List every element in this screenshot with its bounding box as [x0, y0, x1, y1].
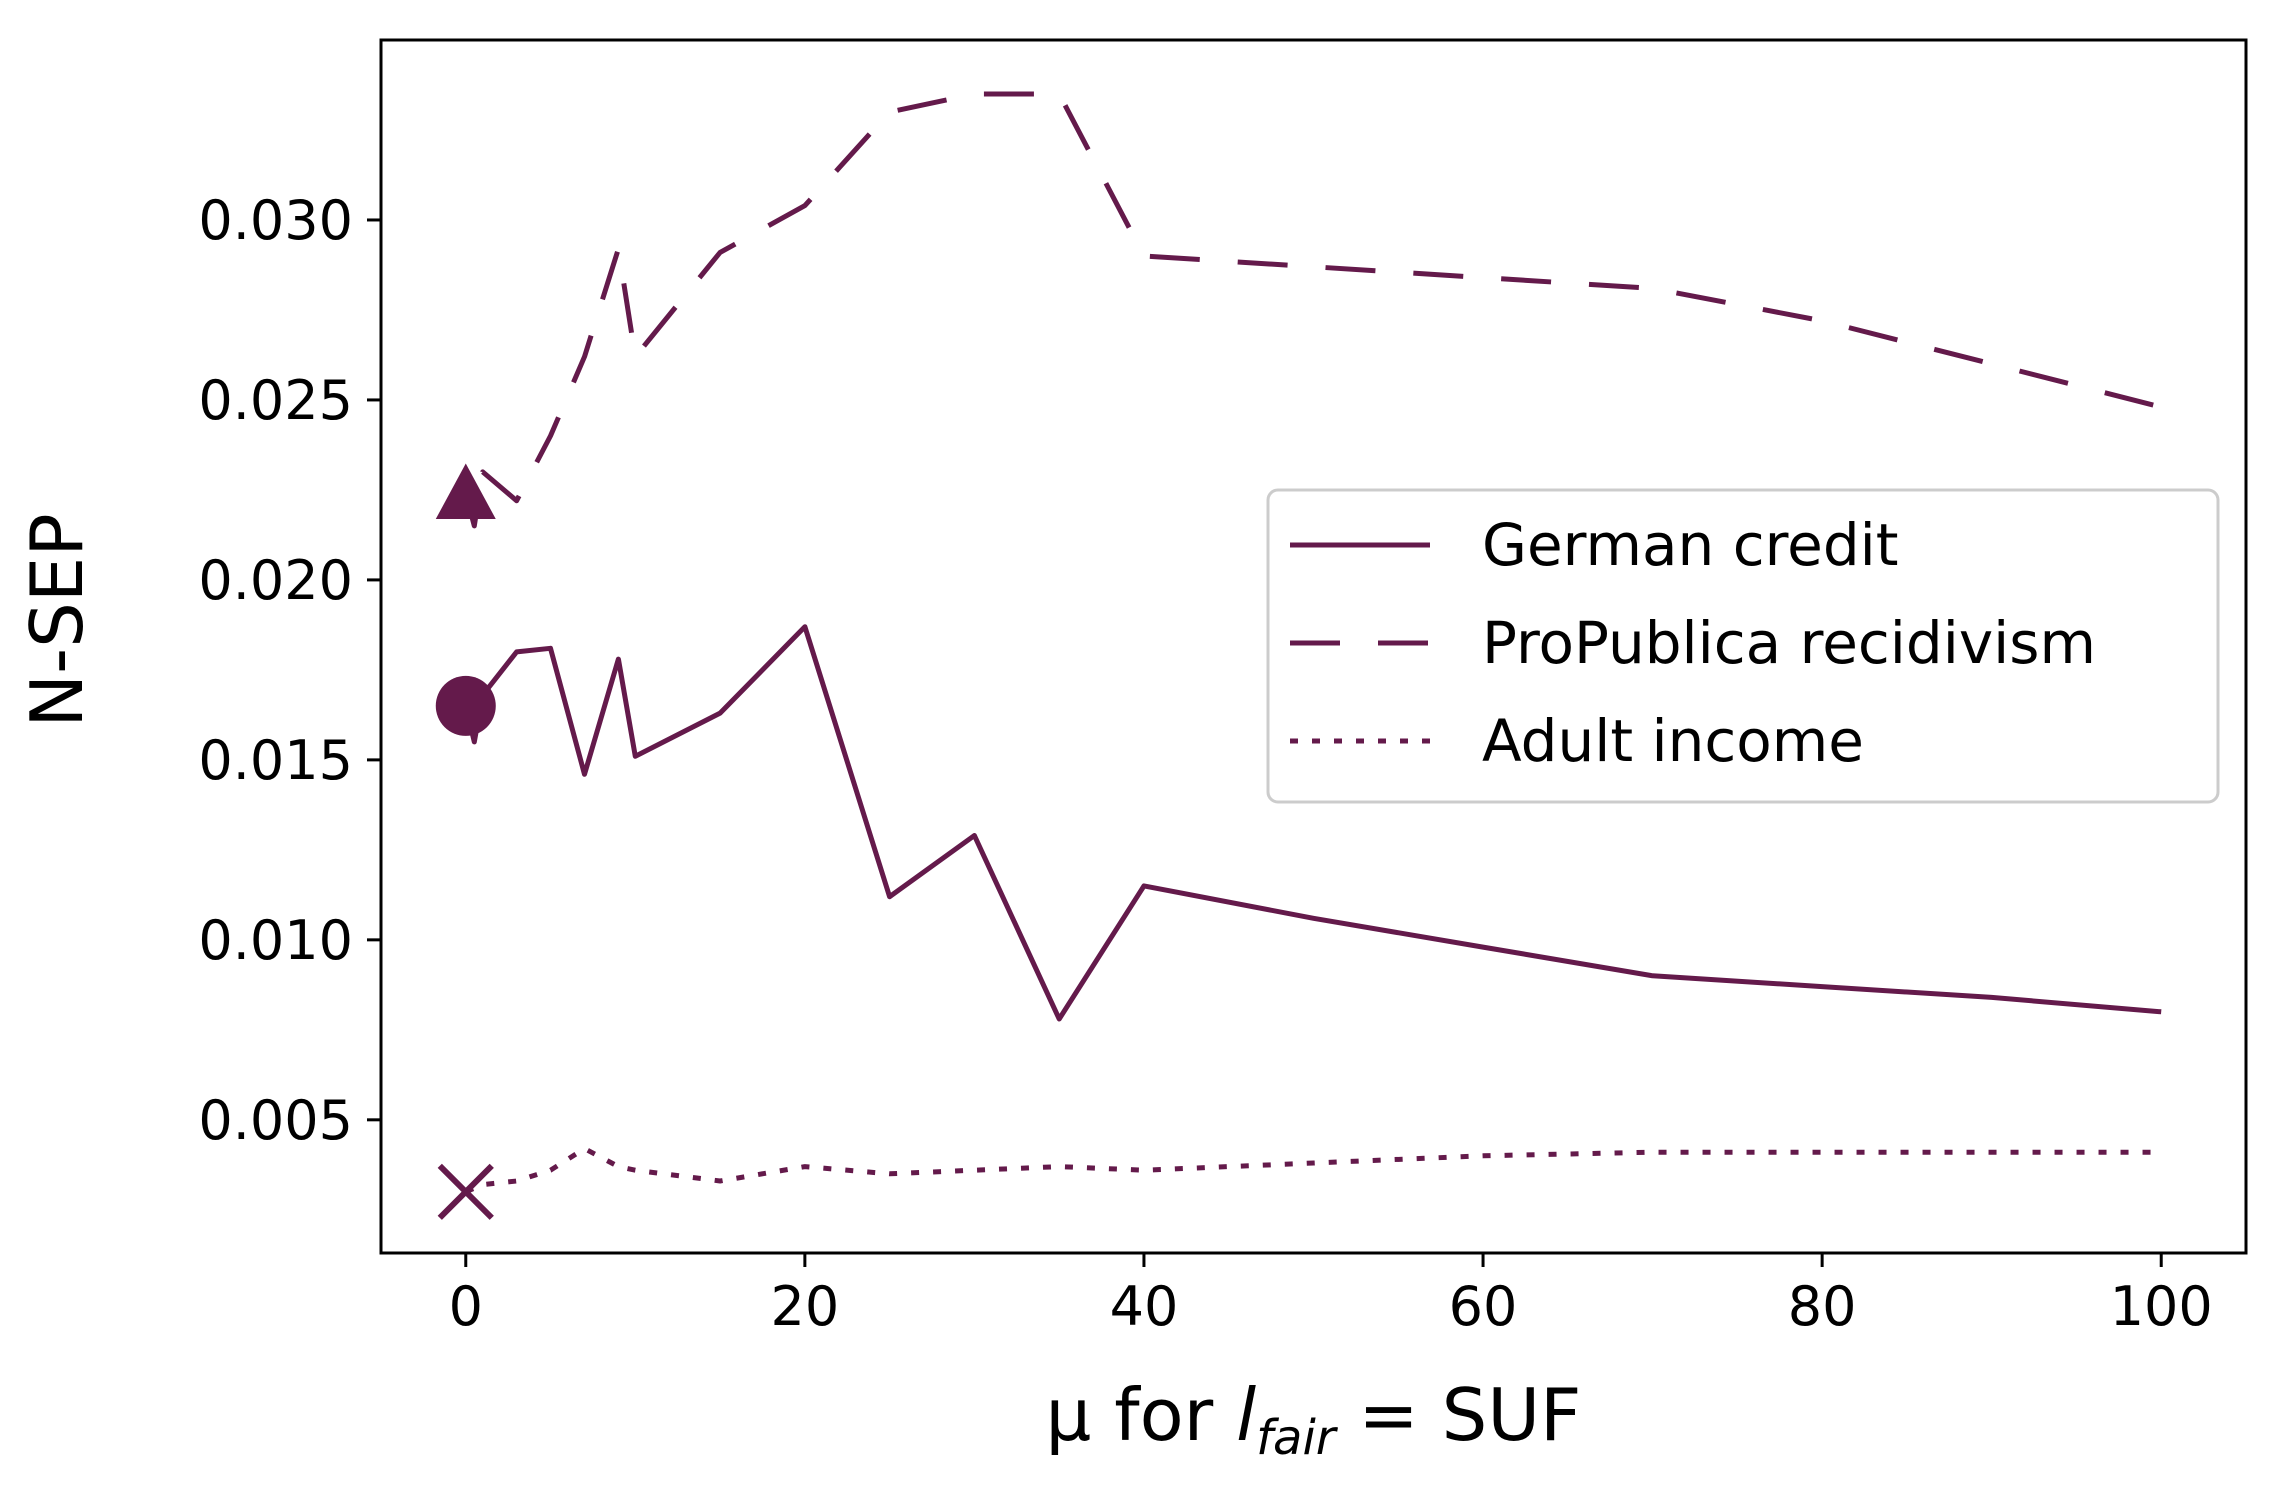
legend-label-2: Adult income — [1482, 707, 1864, 775]
x-tick-label-1: 20 — [771, 1275, 840, 1338]
series-layer — [463, 91, 2162, 1195]
x-axis-label-prefix: μ for — [1046, 1373, 1237, 1457]
y-tick-label-4: 0.025 — [198, 369, 353, 432]
x-axis-label-subscript: fair — [1256, 1410, 1339, 1466]
x-axis-label-suffix: = SUF — [1336, 1373, 1582, 1457]
x-tick-label-3: 60 — [1449, 1275, 1518, 1338]
x-tick-label-0: 0 — [449, 1275, 483, 1338]
marker-layer — [435, 463, 496, 1220]
y-tick-label-2: 0.015 — [198, 729, 353, 792]
y-axis-label: N-SEP — [15, 513, 99, 727]
x-tick-label-2: 40 — [1110, 1275, 1179, 1338]
x-axis-label-l: l — [1236, 1373, 1256, 1457]
y-tick-label-5: 0.030 — [198, 189, 353, 252]
y-tick-label-0: 0.005 — [198, 1089, 353, 1152]
series-marker-2 — [437, 1163, 494, 1220]
plot-frame — [379, 38, 2248, 1255]
series-line-2 — [464, 1146, 2162, 1195]
series-line-1 — [463, 91, 2162, 529]
y-tick-label-1: 0.010 — [198, 909, 353, 972]
legend-label-1: ProPublica recidivism — [1482, 609, 2096, 677]
legend-label-0: German credit — [1482, 511, 1899, 579]
series-marker-0 — [435, 675, 496, 736]
series-marker-1 — [435, 463, 496, 520]
legend: German credit ProPublica recidivism Adult … — [1266, 488, 2220, 804]
y-tick-label-3: 0.020 — [198, 549, 353, 612]
y-axis: 0.005 0.010 0.015 0.020 0.025 0.030 — [198, 189, 381, 1152]
x-tick-label-5: 100 — [2110, 1275, 2213, 1338]
x-axis-label: μ for lfair = SUF — [1046, 1373, 1582, 1466]
legend-box — [1266, 488, 2220, 804]
x-tick-label-4: 80 — [1788, 1275, 1857, 1338]
series-line-0 — [463, 624, 2162, 1022]
x-axis: 0 20 40 60 80 100 — [449, 1253, 2213, 1338]
